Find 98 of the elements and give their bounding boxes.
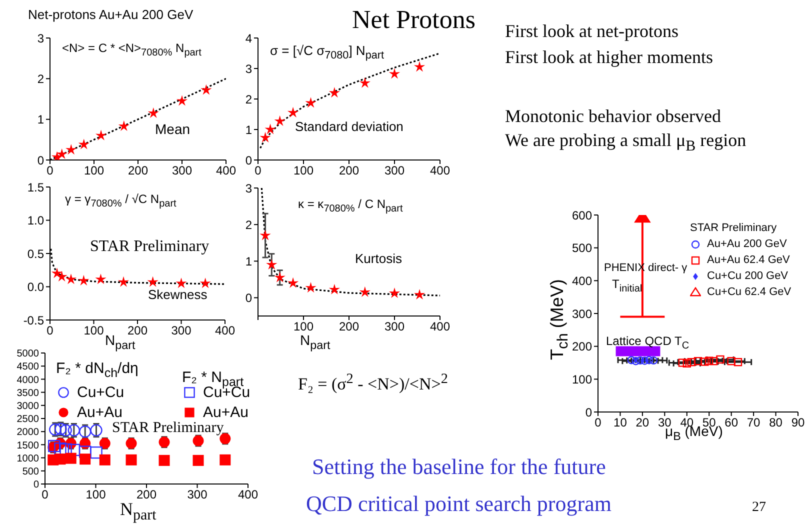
y-tick-label: 0	[245, 153, 252, 168]
x-tick-label: 90	[791, 416, 805, 430]
y-tick-label: 1.0	[27, 214, 44, 228]
y-tick-label: 2	[37, 72, 44, 86]
y-tick-label: 4	[245, 31, 252, 46]
text: Setting the baseline for the future	[312, 454, 606, 480]
y-tick-label: 0	[245, 290, 252, 305]
y-tick-label: 0	[33, 480, 40, 491]
annotation: Mean	[155, 121, 190, 138]
legend-label: Cu+Cu 200 GeV	[707, 270, 788, 282]
annotation: STAR Preliminary	[90, 238, 210, 256]
annotation: γ = γ$_{7080%}$ / √C N$_{part}$	[65, 192, 176, 210]
legend-label: Au+Au 62.4 GeV	[707, 254, 790, 266]
y-tick-label: 600	[572, 208, 592, 222]
x-tick-label: 300	[171, 324, 192, 338]
text: First look at higher moments	[505, 47, 713, 68]
x-tick-label: 400	[430, 320, 450, 334]
x-tick-label: 300	[172, 164, 192, 178]
y-tick-label: 1	[245, 122, 252, 137]
text: First look at net-protons	[505, 21, 678, 42]
y-tick-label: 0.5	[27, 246, 44, 261]
x-tick-label: 100	[86, 488, 106, 502]
y-tick-label: 1.5	[27, 180, 44, 194]
x-tick-label: 200	[128, 164, 148, 178]
text: 27	[752, 500, 766, 516]
y-tick-label: 0	[585, 405, 592, 420]
y-tick-label: 4000	[16, 374, 40, 386]
x-tick-label: 0	[594, 416, 602, 430]
x-tick-label: 300	[384, 320, 405, 334]
x-tick-label: 400	[430, 164, 450, 178]
x-tick-label: 400	[214, 324, 236, 338]
y-tick-label: 400	[572, 274, 592, 288]
text: F₂ = (σ$^{2}$ - <N>)/<N>$^{2}$	[298, 371, 448, 394]
y-tick-label: 100	[572, 372, 592, 386]
text: We are probing a small μ$_{B}$ region	[505, 130, 746, 156]
y-tick-label: 1000	[16, 453, 40, 464]
text: QCD critical point search program	[306, 491, 612, 516]
x-tick-label: 100	[84, 164, 104, 178]
x-tick-label: 400	[216, 164, 236, 178]
x-tick-label: 0	[46, 324, 54, 338]
y-tick-label: 3	[245, 181, 252, 196]
x-axis-title: N$_{part}$	[300, 332, 330, 353]
y-tick-label: 2000	[16, 427, 40, 438]
x-tick-label: 0	[46, 164, 54, 178]
x-tick-label: 10	[614, 416, 628, 430]
text: Monotonic behavior observed	[505, 106, 721, 127]
y-tick-label: -0.5	[23, 313, 44, 328]
text: Net Protons	[352, 5, 476, 35]
y-tick-label: 4500	[16, 362, 40, 373]
y-tick-label: 3500	[16, 388, 40, 399]
x-tick-label: 100	[293, 164, 314, 178]
annotation: STAR Preliminary	[112, 420, 224, 436]
x-tick-label: 200	[338, 164, 360, 178]
legend-label: Cu+Cu	[77, 384, 124, 400]
x-tick-label: 200	[136, 488, 157, 502]
x-tick-label: 100	[293, 320, 314, 334]
y-tick-label: 500	[572, 241, 592, 256]
x-tick-label: 60	[724, 416, 738, 430]
y-tick-label: 300	[572, 306, 592, 321]
annotation: σ = [√C σ$_{7080}$] N$_{part}$	[270, 43, 384, 62]
x-axis-title: N$_{part}$	[120, 499, 156, 524]
x-tick-label: 0	[254, 164, 262, 178]
annotation: κ = κ$_{7080%}$ / C N$_{part}$	[298, 197, 403, 214]
legend-label: Cu+Cu 62.4 GeV	[707, 286, 792, 298]
y-tick-label: 1	[245, 254, 252, 268]
legend-title: STAR Preliminary	[690, 222, 778, 234]
annotation: Standard deviation	[295, 119, 404, 134]
y-tick-label: 1500	[16, 440, 40, 452]
y-tick-label: 200	[572, 340, 592, 354]
x-tick-label: 300	[384, 164, 405, 178]
legend-label: Au+Au	[77, 404, 122, 420]
chart-title: Net-protons Au+Au 200 GeV	[28, 7, 194, 22]
x-tick-label: 80	[769, 416, 783, 430]
annotation: Lattice QCD T$_{C}$	[606, 334, 690, 352]
x-tick-label: 100	[84, 324, 104, 338]
x-tick-label: 200	[127, 324, 148, 338]
annotation: <N> = C * <N>$_{7080%}$ N$_{part}$	[62, 41, 202, 58]
y-tick-label: 3000	[16, 400, 40, 412]
y-tick-label: 2	[245, 92, 252, 106]
y-tick-label: 500	[22, 466, 40, 478]
legend-title: F₂ * dN$_{ch}$/dη	[56, 360, 138, 380]
annotation: T$_{initial}$	[612, 277, 642, 294]
y-tick-label: 3	[245, 62, 252, 76]
y-tick-label: 0	[37, 153, 44, 168]
legend-label: Au+Au	[203, 404, 248, 420]
y-tick-label: 3	[37, 31, 44, 46]
y-tick-label: 2500	[16, 414, 40, 426]
y-tick-label: 2	[245, 218, 252, 232]
annotation: Skewness	[148, 287, 208, 302]
x-tick-label: 200	[338, 320, 360, 334]
x-tick-label: 70	[746, 416, 761, 430]
y-tick-label: 5000	[16, 348, 40, 360]
x-tick-label: 300	[187, 488, 208, 502]
annotation: Kurtosis	[355, 251, 402, 266]
y-tick-label: 0.0	[27, 280, 44, 294]
x-tick-label: 20	[636, 416, 650, 430]
legend-label: Au+Au 200 GeV	[707, 238, 787, 250]
y-tick-label: 1	[37, 112, 44, 127]
